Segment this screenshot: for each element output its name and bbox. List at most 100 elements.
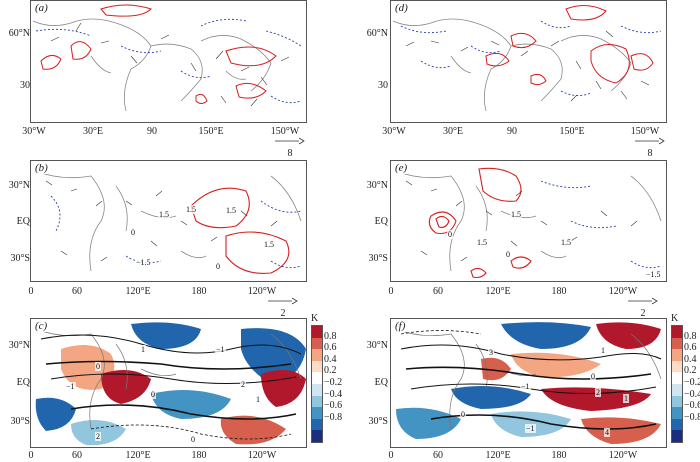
contour-label: 1.5 xyxy=(560,238,572,247)
colorbar-segment xyxy=(312,418,322,431)
contour-label: 2 xyxy=(240,380,246,389)
colorbar-tick-label: −0.4 xyxy=(684,388,700,400)
contour-label: 0 xyxy=(505,250,511,259)
x-tick-label: 0 xyxy=(388,450,394,461)
colorbar-tick-label: 0.6 xyxy=(684,342,697,354)
x-tick-label: 60 xyxy=(72,450,82,461)
contour-label: 1.5 xyxy=(225,206,237,215)
contour-label: 0 xyxy=(215,262,221,271)
colorbar-tick-label: 0.8 xyxy=(684,330,697,342)
y-tick-label: EQ xyxy=(16,216,30,227)
colorbar-segment xyxy=(312,326,322,338)
vector-scale-value: 8 xyxy=(287,148,293,159)
colorbar-tick-label: −0.4 xyxy=(324,388,343,400)
colorbar-segment xyxy=(312,430,322,442)
contour-label: 0 xyxy=(590,372,596,381)
contour-label: 1 xyxy=(600,346,606,355)
colorbar-segment xyxy=(312,372,322,384)
y-tick-label: 30°S xyxy=(368,253,388,264)
x-tick-label: 120°W xyxy=(608,450,638,461)
y-tick-label: 30 xyxy=(378,80,388,91)
colorbar-segment xyxy=(672,372,682,384)
panel-label: (c) xyxy=(34,320,49,332)
panel-e: (e) xyxy=(390,160,667,282)
contour-label: 2 xyxy=(95,432,101,441)
panel-c: (c) xyxy=(30,318,307,448)
contour-label: 0 xyxy=(150,390,156,399)
panel-label: (e) xyxy=(394,162,409,174)
x-tick-label: 0 xyxy=(388,286,394,297)
x-tick-label: 0 xyxy=(28,450,34,461)
colorbar-segment xyxy=(672,430,682,442)
vector-scale-value: 8 xyxy=(647,148,653,159)
x-tick-label: 180 xyxy=(551,450,567,461)
colorbar-tick-label: −0.8 xyxy=(324,411,343,423)
vector-scale-value: 2 xyxy=(280,308,286,319)
contour-label: −1 xyxy=(525,424,536,433)
panel-label: (f) xyxy=(394,320,407,332)
vector-scale-value: 2 xyxy=(640,308,646,319)
colorbar-tick-label: −0.6 xyxy=(684,400,700,412)
vector-scale: 8 xyxy=(275,137,305,159)
contour-label: 1.5 xyxy=(185,205,197,214)
contour-label: −1 xyxy=(215,345,226,354)
contour-label: 0 xyxy=(130,228,136,237)
map-c xyxy=(35,322,306,446)
colorbar-tick-label: 0.8 xyxy=(324,330,337,342)
colorbar-segment xyxy=(672,360,682,373)
map-f xyxy=(395,322,662,444)
map-e xyxy=(395,167,662,279)
colorbar-c xyxy=(311,325,323,443)
panel-label: (b) xyxy=(34,162,49,174)
x-tick-label: 60 xyxy=(433,450,443,461)
y-tick-label: 60°N xyxy=(8,28,30,39)
contour-label: −1.5 xyxy=(645,270,662,279)
colorbar-segment xyxy=(312,407,322,419)
y-tick-label: 30°N xyxy=(8,180,30,191)
contour-label: 1 xyxy=(255,395,261,404)
colorbar-segment xyxy=(672,418,682,431)
x-tick-label: 60 xyxy=(433,286,443,297)
y-tick-label: 30 xyxy=(20,80,30,91)
y-tick-label: EQ xyxy=(374,216,388,227)
colorbar-unit: K xyxy=(311,313,319,324)
x-tick-label: 180 xyxy=(191,286,207,297)
vector-scale: 8 xyxy=(635,137,665,159)
colorbar-tick-label: −0.8 xyxy=(684,411,700,423)
colorbar-segment xyxy=(672,383,682,396)
x-tick-label: 90 xyxy=(507,126,517,137)
contour-label: 1 xyxy=(623,394,629,403)
colorbar-segment xyxy=(672,326,682,338)
colorbar-tick-label: 0.4 xyxy=(324,353,337,365)
colorbar-segment xyxy=(312,360,322,373)
x-tick-label: 150°W xyxy=(630,126,660,137)
x-tick-label: 90 xyxy=(147,126,157,137)
panel-label: (a) xyxy=(34,2,49,14)
contour-label: 0 xyxy=(460,410,466,419)
contour-label: 0 xyxy=(190,435,196,444)
colorbar-tick-label: −0.2 xyxy=(324,377,343,388)
colorbar-tick-label: 0.4 xyxy=(684,353,697,365)
contour-label: 1.5 xyxy=(158,210,170,219)
x-tick-label: 30°E xyxy=(442,126,464,137)
x-tick-label: 30°W xyxy=(382,126,406,137)
y-tick-label: 30°S xyxy=(10,416,30,427)
map-b xyxy=(35,170,302,274)
contour-label: 2 xyxy=(595,388,601,397)
contour-label: 0 xyxy=(95,362,101,371)
colorbar-tick-label: −0.2 xyxy=(684,377,700,388)
y-tick-label: 30°N xyxy=(366,180,388,191)
x-tick-label: 0 xyxy=(28,286,34,297)
contour-label: 1.5 xyxy=(263,240,275,249)
contour-label: −1 xyxy=(65,382,76,391)
y-tick-label: 60°N xyxy=(366,28,388,39)
contour-label: 1.5 xyxy=(510,210,522,219)
colorbar-segment xyxy=(312,383,322,396)
colorbar-tick-label: 0.2 xyxy=(684,365,697,377)
x-tick-label: 60 xyxy=(72,286,82,297)
colorbar-segment xyxy=(672,349,682,361)
x-tick-label: 180 xyxy=(551,286,567,297)
y-tick-label: 30°N xyxy=(8,340,30,351)
x-tick-label: 150°W xyxy=(270,126,300,137)
contour-label: −1 xyxy=(520,382,531,391)
